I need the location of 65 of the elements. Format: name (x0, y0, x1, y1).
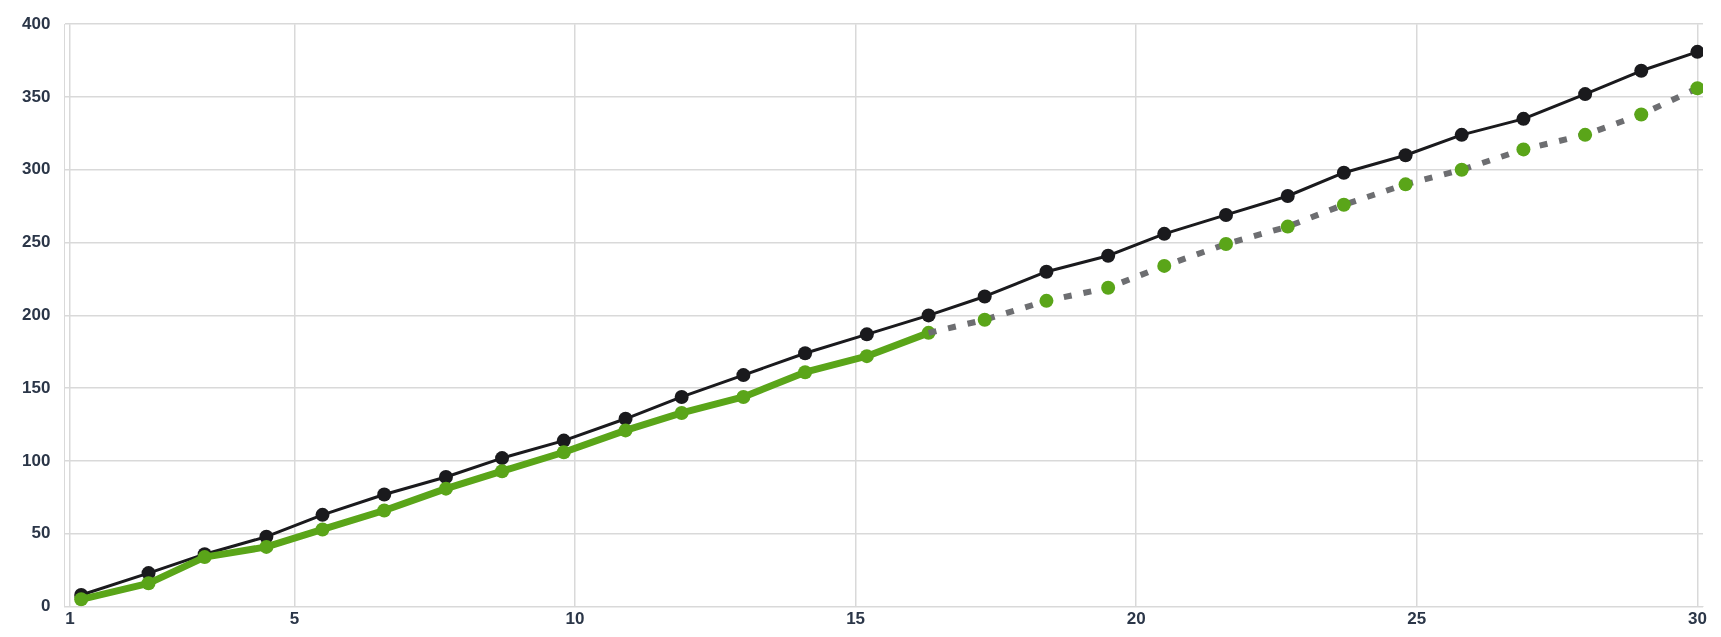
point (1516, 111, 1531, 126)
point (1398, 148, 1413, 163)
point (1039, 293, 1054, 308)
y-tick-label: 200 (21, 305, 51, 325)
point (977, 312, 992, 327)
point (1454, 162, 1469, 177)
x-tick-label: 1 (65, 609, 75, 629)
point (859, 327, 874, 342)
point (1398, 177, 1413, 192)
point (1634, 63, 1649, 78)
point (736, 389, 751, 404)
point (1157, 258, 1172, 273)
point (141, 576, 156, 591)
point (618, 411, 633, 426)
point (1157, 226, 1172, 241)
point (315, 522, 330, 537)
point (1454, 127, 1469, 142)
point (977, 289, 992, 304)
point (315, 507, 330, 522)
point (438, 481, 453, 496)
point (921, 308, 936, 323)
point (1101, 248, 1116, 263)
point (798, 346, 813, 361)
y-tick-label: 250 (21, 232, 51, 252)
point (618, 423, 633, 438)
point (74, 592, 89, 607)
point (377, 503, 392, 518)
point (1219, 237, 1233, 252)
point (1336, 165, 1351, 180)
y-tick-label: 50 (31, 523, 51, 543)
y-tick-label: 100 (21, 450, 51, 470)
point (1039, 264, 1054, 279)
x-tick-label: 15 (846, 609, 866, 629)
point (1219, 207, 1233, 222)
y-tick-label: 300 (21, 159, 51, 179)
x-tick-label: 30 (1687, 609, 1707, 629)
point (859, 349, 874, 364)
point (377, 487, 392, 502)
point (1516, 142, 1531, 157)
x-tick-label: 10 (565, 609, 585, 629)
x-tick-label: 20 (1126, 609, 1146, 629)
point (798, 365, 813, 380)
point (1690, 44, 1703, 59)
point (1101, 280, 1116, 295)
point (1690, 81, 1703, 96)
point (1578, 127, 1593, 142)
point (674, 389, 689, 404)
point (1634, 107, 1649, 122)
point (674, 405, 689, 420)
point (1280, 219, 1295, 234)
x-tick-label: 5 (289, 609, 300, 629)
point (1280, 189, 1295, 204)
point (495, 464, 510, 479)
point (495, 451, 510, 466)
point (438, 470, 453, 485)
x-tick-label: 25 (1407, 609, 1427, 629)
point (1336, 197, 1351, 212)
point (1578, 87, 1593, 102)
y-tick-label: 150 (21, 377, 51, 397)
y-tick-label: 0 (40, 596, 51, 616)
point (259, 539, 274, 554)
y-tick-label: 350 (21, 86, 51, 106)
point (556, 445, 571, 460)
point (736, 368, 751, 383)
y-tick-label: 400 (21, 13, 51, 33)
